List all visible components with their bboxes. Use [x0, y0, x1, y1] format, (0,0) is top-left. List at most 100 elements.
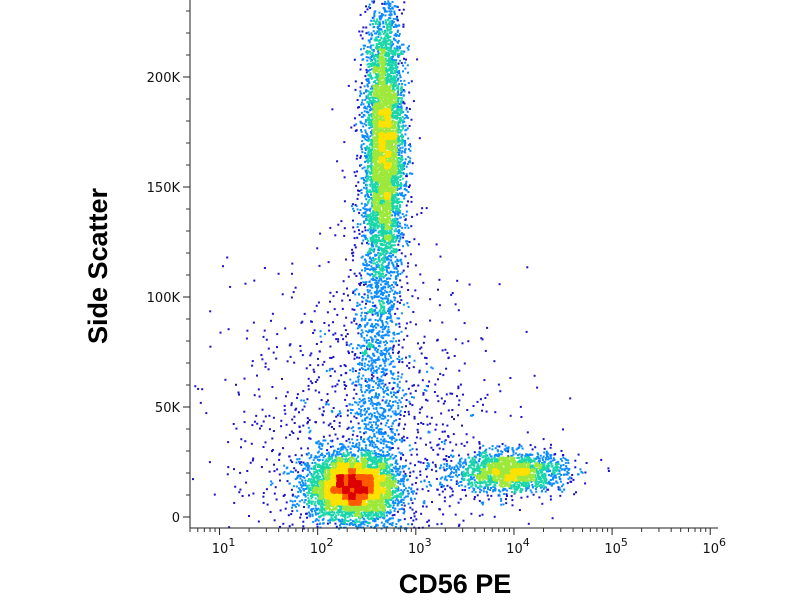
event-point [370, 324, 373, 327]
event-point [383, 341, 385, 344]
event-point [565, 459, 568, 461]
event-point [373, 248, 376, 251]
event-point [439, 481, 442, 484]
event-point [346, 427, 349, 430]
event-point [607, 470, 610, 472]
event-point [397, 46, 400, 49]
event-point [401, 465, 404, 468]
event-point [339, 519, 341, 522]
event-point [390, 45, 393, 48]
event-point [363, 92, 365, 95]
event-point [333, 516, 336, 519]
event-point [370, 32, 373, 35]
event-point [382, 353, 385, 355]
event-point [209, 345, 212, 348]
event-point [365, 180, 368, 183]
event-point [484, 397, 487, 399]
event-point [358, 516, 360, 519]
event-point [380, 296, 383, 299]
event-point [388, 409, 391, 412]
event-point [386, 291, 389, 294]
event-point [398, 33, 401, 36]
event-point [396, 218, 399, 221]
event-point [365, 71, 368, 74]
event-point [389, 505, 392, 508]
event-point [379, 364, 382, 367]
event-point [373, 0, 376, 3]
event-point [365, 170, 367, 173]
event-point [361, 357, 364, 360]
event-point [369, 53, 372, 56]
event-point [332, 295, 335, 298]
event-point [445, 367, 448, 370]
event-point [374, 271, 377, 274]
event-point [531, 483, 534, 486]
event-point [394, 39, 397, 42]
event-point [365, 349, 368, 352]
event-point [402, 89, 405, 92]
event-point [348, 522, 351, 525]
event-point [545, 455, 548, 457]
event-point [376, 402, 379, 404]
event-point [415, 510, 418, 513]
event-point [378, 11, 381, 14]
event-point [526, 453, 529, 456]
event-point [378, 279, 380, 282]
event-point [427, 430, 430, 433]
event-point [308, 492, 311, 495]
event-point [331, 367, 334, 370]
event-point [347, 350, 350, 353]
event-point [531, 453, 534, 456]
event-point [402, 427, 405, 430]
event-point [307, 500, 310, 503]
event-point [371, 198, 373, 201]
event-point [314, 471, 317, 474]
event-point [384, 458, 386, 461]
event-point [366, 521, 369, 524]
event-point [371, 311, 374, 314]
event-point [361, 255, 364, 258]
event-point [366, 294, 369, 297]
event-point [519, 487, 522, 490]
event-point [376, 376, 379, 379]
event-point [274, 486, 277, 489]
event-point [357, 189, 359, 192]
event-point [398, 412, 401, 415]
event-point [376, 78, 379, 81]
event-point [363, 422, 366, 425]
event-point [403, 197, 406, 200]
event-point [368, 391, 371, 394]
event-point [468, 478, 470, 481]
event-point [406, 46, 409, 49]
event-point [368, 92, 371, 95]
event-point [377, 33, 380, 36]
event-point [479, 488, 481, 491]
event-point [561, 490, 564, 493]
event-point [549, 482, 552, 485]
event-point [348, 441, 351, 444]
event-point [403, 1, 406, 4]
event-point [313, 310, 316, 313]
event-point [364, 419, 367, 422]
event-point [366, 202, 369, 205]
event-point [384, 3, 387, 6]
event-point [391, 447, 394, 449]
event-point [438, 278, 441, 281]
event-point [382, 32, 385, 35]
event-point [337, 453, 340, 456]
event-point [406, 240, 409, 243]
event-point [391, 214, 394, 217]
event-point [396, 402, 399, 404]
event-point [361, 242, 364, 245]
event-point [492, 486, 495, 489]
event-point [507, 447, 510, 449]
event-point [375, 243, 378, 246]
event-point [409, 462, 412, 465]
event-point [374, 22, 377, 25]
event-point [383, 297, 386, 300]
event-point [370, 193, 372, 196]
event-point [364, 368, 367, 371]
event-point [544, 490, 547, 493]
event-point [399, 465, 401, 468]
event-point [255, 414, 258, 417]
